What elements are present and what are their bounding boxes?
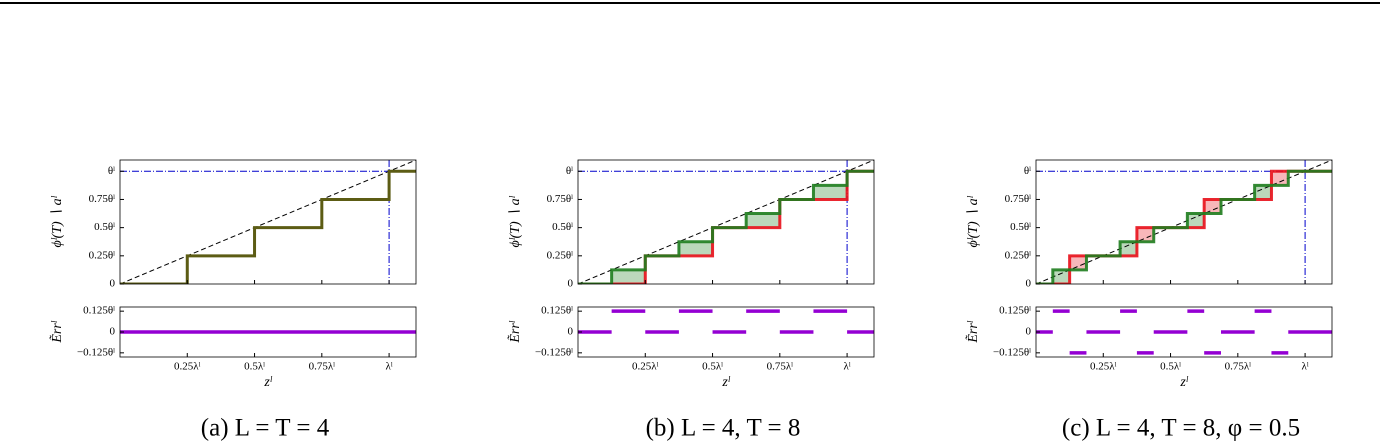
y-tick-label: 0	[1026, 326, 1032, 338]
y-tick-label: θˡ	[108, 165, 115, 177]
error-shading	[678, 241, 713, 256]
y-tick-label: θˡ	[566, 165, 573, 177]
y-tick-label: −0.125θˡ	[993, 346, 1031, 358]
quantized-step	[1036, 169, 1332, 284]
y-tick-label: 0.75θˡ	[547, 193, 574, 205]
x-tick-label: 0.75λˡ	[1225, 361, 1252, 373]
y-tick-label: 0	[568, 278, 574, 290]
y-tick-label: 0.75θˡ	[89, 193, 116, 205]
y-tick-label: −0.125θˡ	[77, 346, 115, 358]
x-tick-label: 0.5λˡ	[244, 361, 265, 373]
y-axis-label: Ẽrrˡ	[506, 320, 523, 343]
x-tick-label: 0.5λˡ	[1160, 361, 1181, 373]
x-tick-label: 0.25λˡ	[174, 361, 201, 373]
x-tick-label: 0.75λˡ	[767, 361, 794, 373]
y-axis-label: Ẽrrˡ	[964, 320, 981, 343]
x-tick-label: λˡ	[844, 361, 851, 373]
y-axis-label: Ẽrrˡ	[48, 320, 65, 343]
x-tick-label: 0.5λˡ	[702, 361, 723, 373]
y-tick-label: 0.5θˡ	[94, 221, 115, 233]
y-tick-label: 0.125θˡ	[83, 305, 115, 317]
error-shading	[746, 213, 780, 228]
caption: (b) L = 4, T = 8	[646, 415, 801, 442]
y-tick-label: 0.125θˡ	[541, 305, 573, 317]
error-shading	[1204, 199, 1221, 214]
error-shading	[1271, 171, 1289, 186]
y-tick-label: 0	[1026, 278, 1032, 290]
error-shading	[1069, 255, 1087, 270]
reference-line	[1036, 160, 1332, 284]
error-shading	[1136, 227, 1154, 242]
y-axis-label: ϕˡ(T) ∖ aˡ	[966, 195, 981, 247]
axes-frame	[1035, 159, 1333, 285]
quantized-step	[578, 169, 874, 284]
x-axis-label: zˡ	[1179, 375, 1188, 390]
reference-line	[578, 160, 874, 284]
y-tick-label: θˡ	[1024, 165, 1031, 177]
axes-frame	[577, 159, 875, 285]
caption: (a) L = T = 4	[201, 415, 330, 442]
error-shading	[611, 269, 646, 284]
y-tick-label: 0.25θˡ	[89, 249, 116, 261]
reference-line	[120, 160, 416, 284]
y-tick-label: 0.25θˡ	[547, 249, 574, 261]
caption: (c) L = 4, T = 8, φ = 0.5	[1062, 415, 1300, 442]
error-shading	[1254, 185, 1272, 200]
y-axis-label: ϕˡ(T) ∖ aˡ	[508, 195, 523, 247]
x-tick-label: 0.25λˡ	[1090, 361, 1117, 373]
x-axis-label: zˡ	[721, 375, 730, 390]
y-tick-label: 0	[110, 278, 116, 290]
error-shading	[1052, 269, 1070, 284]
x-tick-label: 0.25λˡ	[632, 361, 659, 373]
error-shading	[1120, 241, 1137, 256]
y-tick-label: 0.5θˡ	[1010, 221, 1031, 233]
y-tick-label: 0	[568, 326, 574, 338]
x-tick-label: λˡ	[386, 361, 393, 373]
y-tick-label: −0.125θˡ	[535, 346, 573, 358]
y-tick-label: 0.75θˡ	[1005, 193, 1032, 205]
y-tick-label: 0.125θˡ	[999, 305, 1031, 317]
y-tick-label: 0	[110, 326, 116, 338]
x-axis-label: zˡ	[263, 375, 272, 390]
error-shading	[1187, 213, 1205, 228]
quantized-step	[120, 169, 416, 284]
error-shading	[813, 185, 848, 200]
y-tick-label: 0.5θˡ	[552, 221, 573, 233]
y-axis-label: ϕˡ(T) ∖ aˡ	[50, 195, 65, 247]
x-tick-label: 0.75λˡ	[309, 361, 336, 373]
y-tick-label: 0.25θˡ	[1005, 249, 1032, 261]
axes-frame	[119, 159, 417, 285]
x-tick-label: λˡ	[1302, 361, 1309, 373]
